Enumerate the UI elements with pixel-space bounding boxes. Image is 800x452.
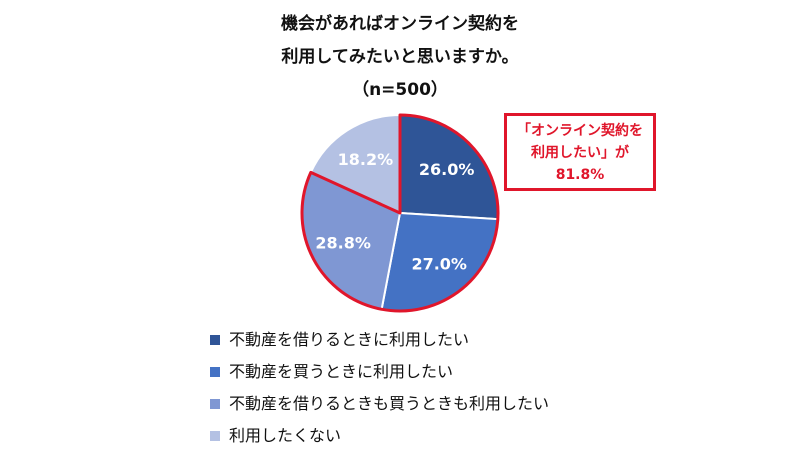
chart-title-line-2: 利用してみたいと思いますか。 xyxy=(281,47,519,67)
highlight-outline xyxy=(300,113,500,313)
callout-line-1: 「オンライン契約を xyxy=(517,123,643,139)
chart-title-line-1: 機会があればオンライン契約を xyxy=(281,14,519,34)
legend-item-4: 利用したくない xyxy=(210,420,549,452)
legend-item-3: 不動産を借りるときも買うときも利用したい xyxy=(210,388,549,420)
legend-label-1: 不動産を借りるときに利用したい xyxy=(229,330,470,349)
legend-item-1: 不動産を借りるときに利用したい xyxy=(210,324,549,356)
legend-swatch-4 xyxy=(210,431,220,441)
pie-slice-4 xyxy=(309,113,401,215)
callout-line-3: 81.8% xyxy=(555,167,605,183)
legend-swatch-1 xyxy=(210,335,220,345)
callout-box: 「オンライン契約を 利用したい」が 81.8% xyxy=(504,113,656,191)
pie-slice-label-4: 18.2% xyxy=(338,150,394,169)
pie-slice-label-1: 26.0% xyxy=(419,160,475,179)
legend-label-2: 不動産を買うときに利用したい xyxy=(229,362,454,381)
chart-title-line-3: （n=500） xyxy=(352,80,448,100)
callout-line-2: 利用したい」が xyxy=(531,145,629,161)
pie-slice-label-2: 27.0% xyxy=(411,255,467,274)
legend-swatch-3 xyxy=(210,399,220,409)
legend-swatch-2 xyxy=(210,367,220,377)
legend-label-4: 利用したくない xyxy=(229,426,342,445)
legend-label-3: 不動産を借りるときも買うときも利用したい xyxy=(229,394,550,413)
chart-title: 機会があればオンライン契約を 利用してみたいと思いますか。 （n=500） xyxy=(0,8,800,107)
legend: 不動産を借りるときに利用したい 不動産を買うときに利用したい不動産を借りるときも買… xyxy=(210,324,549,452)
pie-slice-label-3: 28.8% xyxy=(315,233,371,252)
legend-item-2: 不動産を買うときに利用したい xyxy=(210,356,549,388)
